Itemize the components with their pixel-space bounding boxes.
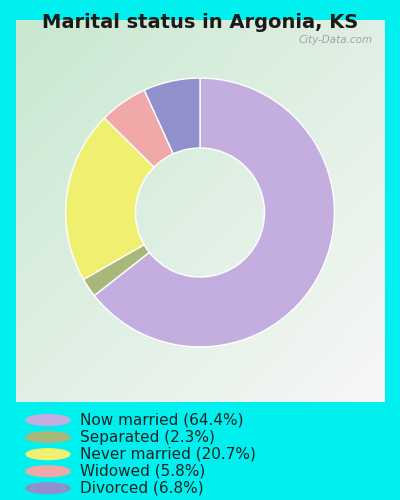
Text: City-Data.com: City-Data.com bbox=[299, 36, 373, 46]
Circle shape bbox=[26, 432, 70, 442]
Wedge shape bbox=[66, 118, 154, 280]
Wedge shape bbox=[104, 90, 173, 167]
Text: Now married (64.4%): Now married (64.4%) bbox=[80, 412, 244, 428]
Wedge shape bbox=[84, 244, 149, 296]
Text: Separated (2.3%): Separated (2.3%) bbox=[80, 430, 215, 444]
Text: Marital status in Argonia, KS: Marital status in Argonia, KS bbox=[42, 12, 358, 32]
Circle shape bbox=[26, 449, 70, 460]
Wedge shape bbox=[144, 78, 200, 154]
Text: Never married (20.7%): Never married (20.7%) bbox=[80, 446, 256, 462]
Circle shape bbox=[26, 414, 70, 426]
Circle shape bbox=[26, 466, 70, 476]
Text: Divorced (6.8%): Divorced (6.8%) bbox=[80, 481, 204, 496]
Text: Widowed (5.8%): Widowed (5.8%) bbox=[80, 464, 205, 478]
Wedge shape bbox=[94, 78, 334, 347]
Circle shape bbox=[26, 483, 70, 494]
